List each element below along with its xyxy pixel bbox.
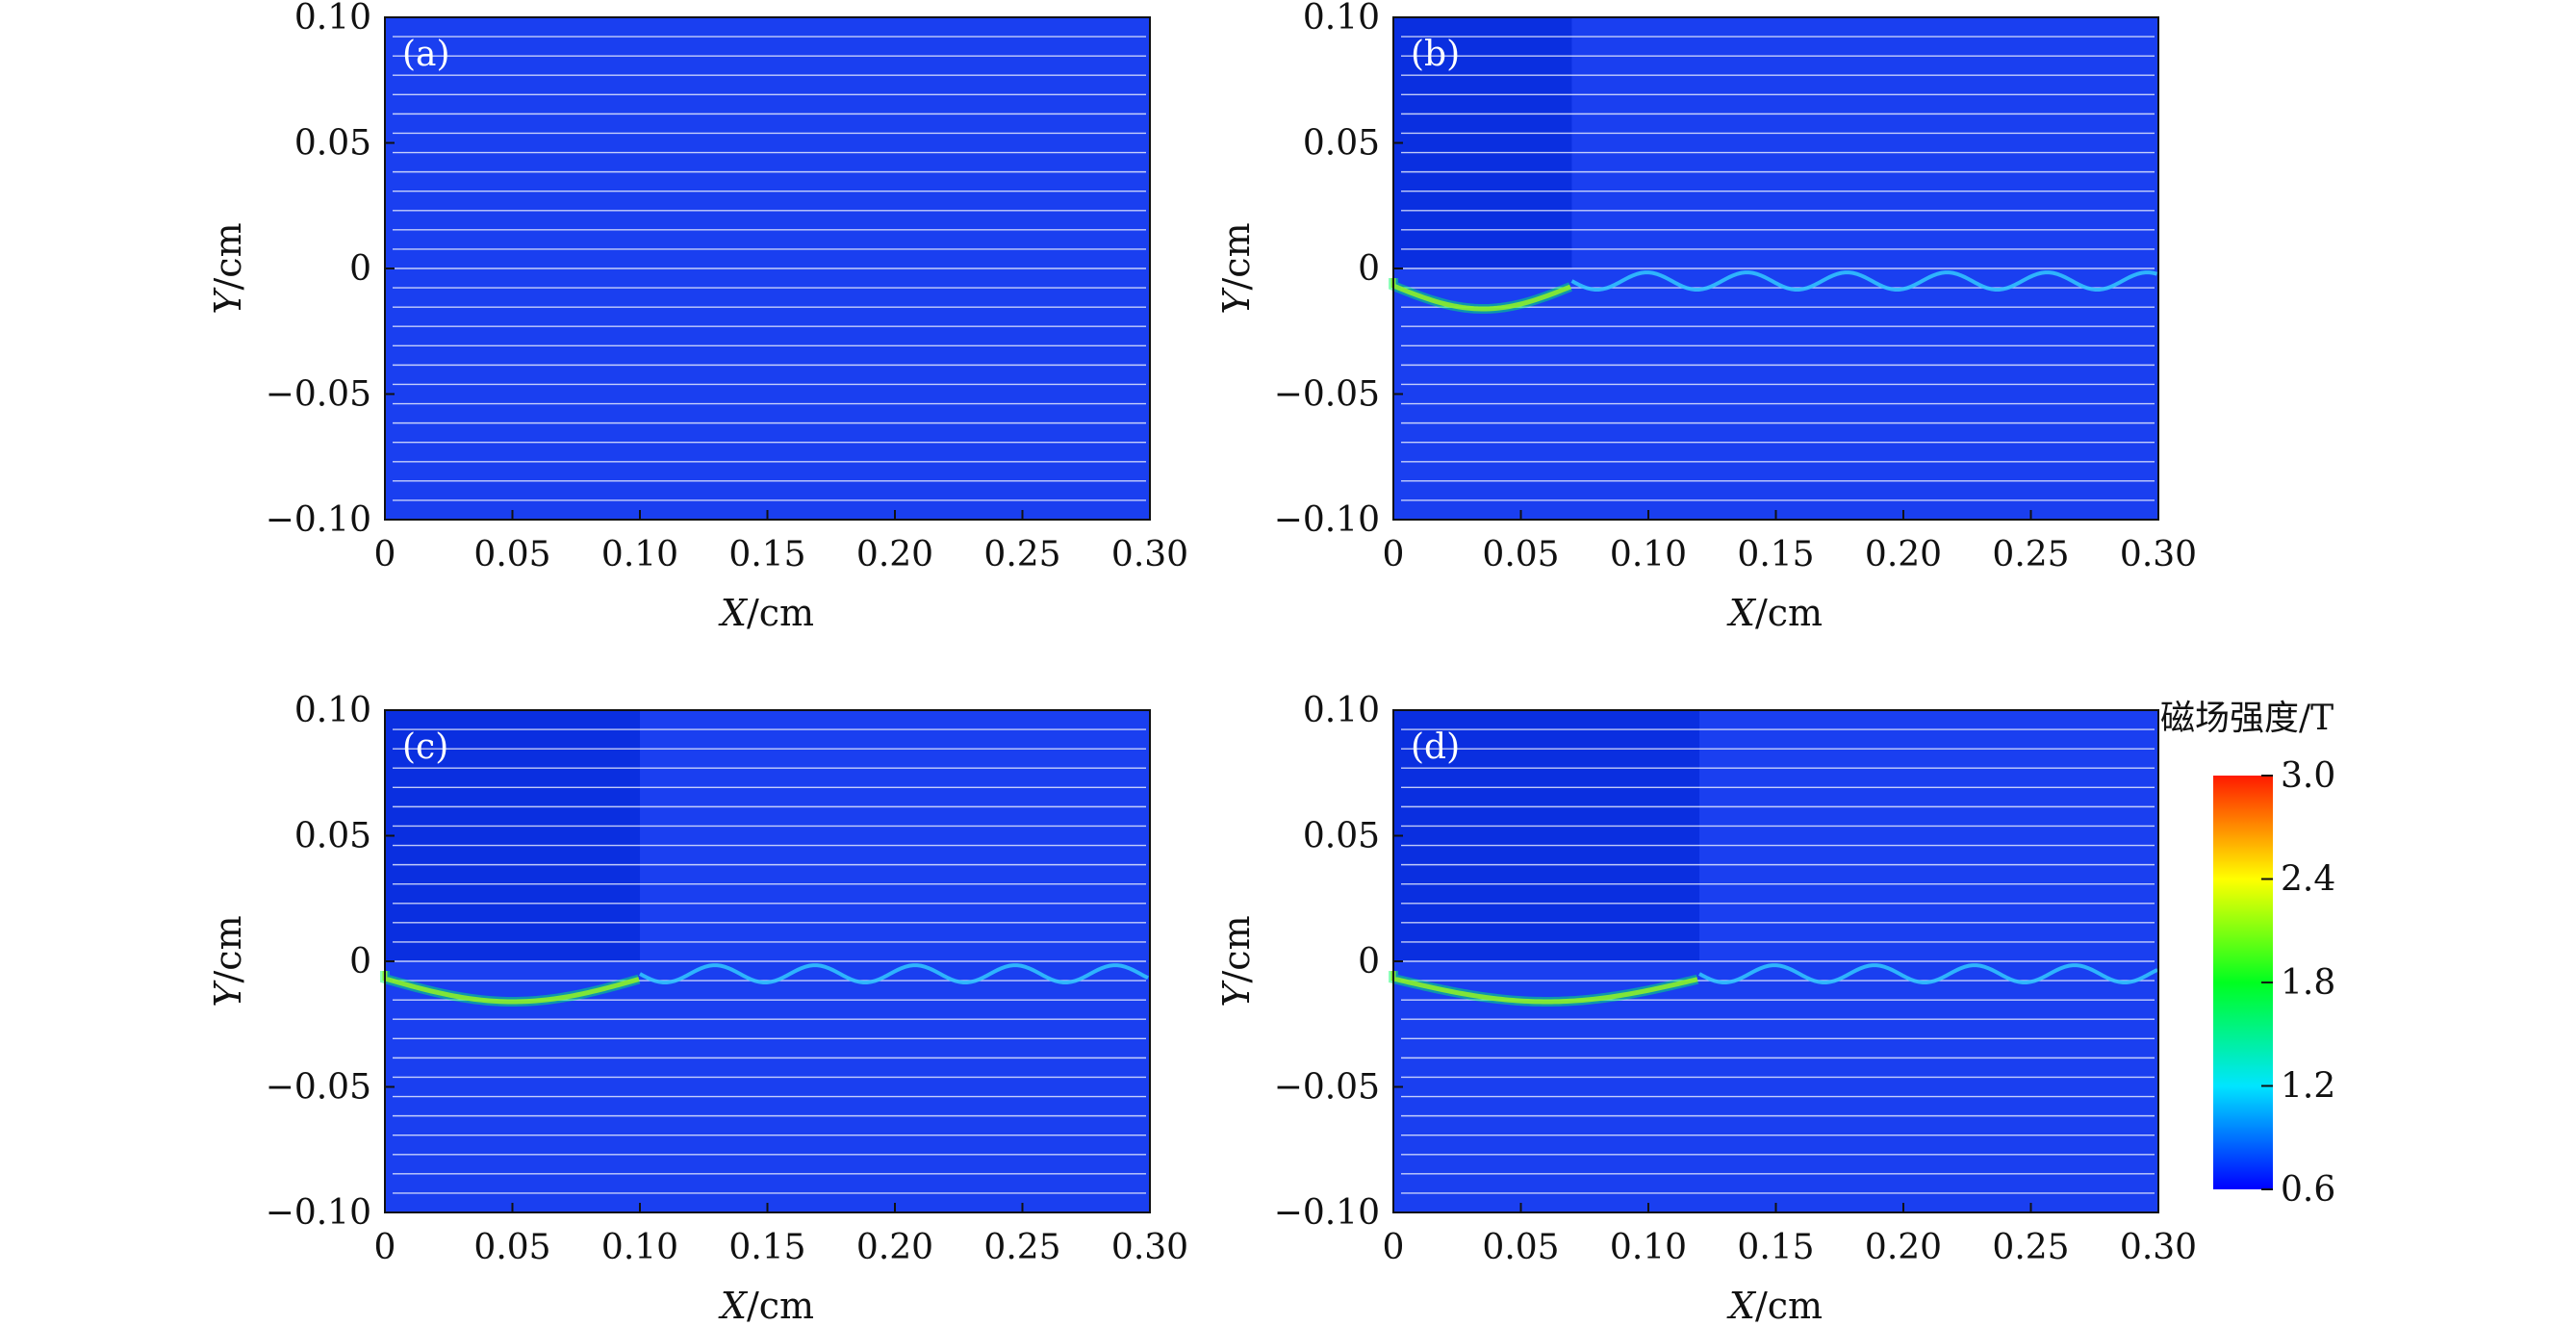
- panel-b: (b)0 0.05 0.10 0.15 0.20 0.25 0.300.100.050−0.…: [1215, 0, 2197, 634]
- y-tick-label: 0: [349, 942, 371, 982]
- y-tick-label: −0.10: [1274, 500, 1380, 540]
- colorbar-tick-label: 2.4: [2281, 860, 2335, 900]
- interface-wave: [639, 963, 1149, 984]
- y-tick-label: 0.05: [1303, 817, 1380, 856]
- low-field-region: [1393, 17, 1572, 268]
- x-tick-label: 0.20: [856, 1228, 933, 1267]
- panels-group: (a)0 0.05 0.10 0.15 0.20 0.25 0.300.100.050−0.…: [207, 0, 2197, 1326]
- x-tick-label: 0.15: [728, 1228, 805, 1267]
- y-tick-label: −0.10: [266, 500, 371, 540]
- x-tick-label: 0.05: [473, 1228, 550, 1267]
- y-tick-label: −0.05: [1274, 1068, 1380, 1108]
- colorbar-ticks: 3.0 2.4 1.8 1.2 0.6: [2261, 756, 2335, 1210]
- y-tick-label: −0.10: [266, 1193, 371, 1233]
- panel-a: (a)0 0.05 0.10 0.15 0.20 0.25 0.300.100.050−0.…: [207, 0, 1188, 634]
- x-tick-label: 0.20: [1865, 535, 1942, 574]
- x-tick-label: 0.15: [1737, 535, 1814, 574]
- x-axis-label: X/cm: [1726, 1285, 1823, 1326]
- panel-c: (c)0 0.05 0.10 0.15 0.20 0.25 0.300.100.050−0.…: [207, 691, 1188, 1326]
- x-tick-label: 0.25: [1992, 1228, 2069, 1267]
- field-lines: [1401, 36, 2155, 501]
- high-field-glow: [1389, 971, 1699, 1007]
- y-tick-label: 0.05: [1303, 124, 1380, 164]
- low-field-region: [1393, 710, 1699, 961]
- y-tick-label: 0: [349, 249, 371, 289]
- x-axis-label: X/cm: [718, 1285, 814, 1326]
- x-tick-label: 0: [1383, 1228, 1405, 1267]
- x-tick-label: 0: [374, 1228, 396, 1267]
- x-tick-label: 0.10: [1610, 535, 1687, 574]
- x-tick-label: 0.20: [1865, 1228, 1942, 1267]
- x-tick-label: 0.25: [983, 535, 1060, 574]
- x-tick-label: 0.10: [601, 1228, 678, 1267]
- y-axis-label: Y/cm: [207, 222, 249, 314]
- y-tick-label: 0: [1358, 249, 1380, 289]
- high-field-edge: [1390, 278, 1571, 312]
- y-tick-label: −0.05: [266, 1068, 371, 1108]
- y-tick-label: −0.05: [1274, 375, 1380, 415]
- colorbar-tick-label: 0.6: [2281, 1170, 2335, 1210]
- x-tick-label: 0.05: [473, 535, 550, 574]
- high-field-glow: [1389, 278, 1572, 314]
- colorbar-tick-label: 3.0: [2281, 756, 2335, 796]
- x-tick-label: 0.05: [1482, 1228, 1559, 1267]
- high-field-glow: [380, 971, 641, 1007]
- y-axis-label: Y/cm: [1215, 222, 1258, 314]
- x-tick-label: 0.30: [1111, 1228, 1188, 1267]
- x-axis-label: X/cm: [718, 592, 814, 634]
- panel-d: (d)0 0.05 0.10 0.15 0.20 0.25 0.300.100.050−0.…: [1215, 691, 2197, 1326]
- x-axis-label: X/cm: [1726, 592, 1823, 634]
- x-tick-label: 0.10: [1610, 1228, 1687, 1267]
- panel-label: (b): [1411, 35, 1460, 74]
- interface-wave: [1570, 270, 2157, 292]
- x-tick-label: 0.30: [2120, 1228, 2197, 1267]
- x-tick-label: 0.20: [856, 535, 933, 574]
- x-tick-label: 0.30: [1111, 535, 1188, 574]
- panel-label: (d): [1411, 727, 1460, 767]
- x-tick-label: 0.05: [1482, 535, 1559, 574]
- y-tick-label: 0.10: [294, 0, 371, 38]
- high-field-edge: [382, 971, 640, 1005]
- y-tick-label: 0.05: [294, 817, 371, 856]
- x-tick-label: 0.10: [601, 535, 678, 574]
- y-tick-label: 0.05: [294, 124, 371, 164]
- interface-wave: [1698, 963, 2158, 984]
- field-lines: [393, 728, 1146, 1194]
- y-tick-label: 0.10: [1303, 0, 1380, 38]
- colorbar-tick-label: 1.2: [2281, 1067, 2335, 1107]
- colorbar: 磁场强度/T 3.0 2.4 1.8 1.2 0.6: [2160, 699, 2335, 1210]
- field-lines: [393, 36, 1146, 501]
- x-tick-label: 0: [1383, 535, 1405, 574]
- low-field-region: [385, 710, 640, 961]
- panel-label: (c): [402, 727, 448, 767]
- y-tick-label: 0.10: [1303, 691, 1380, 730]
- y-axis-label: Y/cm: [1215, 915, 1258, 1007]
- y-axis-label: Y/cm: [207, 915, 249, 1007]
- x-tick-label: 0.15: [728, 535, 805, 574]
- x-tick-label: 0: [374, 535, 396, 574]
- x-tick-label: 0.15: [1737, 1228, 1814, 1267]
- high-field-edge: [1390, 971, 1698, 1005]
- x-tick-label: 0.30: [2120, 535, 2197, 574]
- y-tick-label: −0.10: [1274, 1193, 1380, 1233]
- y-tick-label: −0.05: [266, 375, 371, 415]
- panel-label: (a): [402, 35, 450, 74]
- colorbar-title: 磁场强度/T: [2160, 699, 2334, 738]
- x-tick-label: 0.25: [1992, 535, 2069, 574]
- x-tick-label: 0.25: [983, 1228, 1060, 1267]
- y-tick-label: 0.10: [294, 691, 371, 730]
- y-tick-label: 0: [1358, 942, 1380, 982]
- field-lines: [1401, 728, 2155, 1194]
- colorbar-tick-label: 1.8: [2281, 963, 2335, 1003]
